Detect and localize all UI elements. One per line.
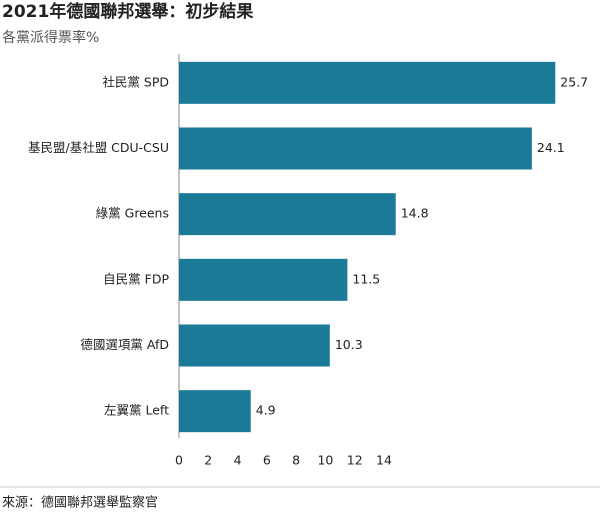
x-tick-label: 10: [317, 453, 333, 468]
value-label: 10.3: [335, 337, 363, 352]
chart-subtitle: 各黨派得票率%: [2, 29, 99, 46]
source: 來源：德國聯邦選舉監察官: [2, 495, 158, 511]
chart-title: 2021年德國聯邦選舉：初步結果: [2, 1, 253, 22]
y-tick-label: 社民黨 SPD: [102, 74, 169, 89]
x-tick-label: 2: [204, 453, 212, 468]
x-tick-label: 12: [347, 453, 363, 468]
x-tick-label: 4: [234, 453, 242, 468]
x-tick-label: 8: [292, 453, 300, 468]
value-label: 25.7: [560, 74, 588, 89]
bar: [179, 61, 556, 104]
bar: [179, 127, 532, 170]
value-label: 11.5: [352, 271, 380, 286]
bar: [179, 258, 348, 301]
bar: [179, 324, 330, 367]
bar: [179, 390, 251, 433]
y-tick-label: 自民黨 FDP: [103, 271, 169, 286]
y-tick-label: 左翼黨 Left: [104, 403, 169, 418]
value-label: 14.8: [401, 206, 429, 221]
y-tick-label: 綠黨 Greens: [96, 206, 169, 221]
x-tick-label: 0: [175, 453, 183, 468]
x-tick-label: 6: [263, 453, 271, 468]
value-label: 4.9: [256, 403, 276, 418]
x-tick-label: 14: [376, 453, 392, 468]
bar: [179, 193, 396, 236]
y-tick-label: 基民盟/基社盟 CDU-CSU: [28, 140, 169, 155]
value-label: 24.1: [537, 140, 565, 155]
y-tick-label: 德國選項黨 AfD: [80, 337, 169, 352]
